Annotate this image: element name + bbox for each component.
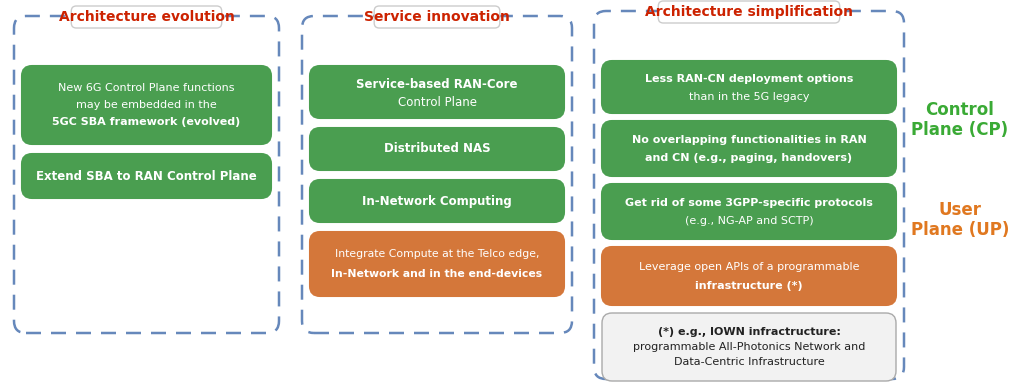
Text: (e.g., NG-AP and SCTP): (e.g., NG-AP and SCTP) <box>685 216 813 226</box>
Text: No overlapping functionalities in RAN: No overlapping functionalities in RAN <box>632 135 866 145</box>
Text: Control: Control <box>926 101 994 119</box>
Text: In-Network and in the end-devices: In-Network and in the end-devices <box>332 269 543 279</box>
Text: Get rid of some 3GPP-specific protocols: Get rid of some 3GPP-specific protocols <box>625 198 872 208</box>
Text: Service-based RAN-Core: Service-based RAN-Core <box>356 78 518 91</box>
FancyBboxPatch shape <box>310 232 564 296</box>
FancyBboxPatch shape <box>310 66 564 118</box>
Text: Data-Centric Infrastructure: Data-Centric Infrastructure <box>674 357 824 367</box>
FancyBboxPatch shape <box>310 180 564 222</box>
FancyBboxPatch shape <box>602 61 896 113</box>
Text: and CN (e.g., paging, handovers): and CN (e.g., paging, handovers) <box>645 153 853 163</box>
Text: Extend SBA to RAN Control Plane: Extend SBA to RAN Control Plane <box>36 170 257 183</box>
FancyBboxPatch shape <box>602 121 896 176</box>
FancyBboxPatch shape <box>602 313 896 381</box>
Text: In-Network Computing: In-Network Computing <box>362 194 512 208</box>
Text: Less RAN-CN deployment options: Less RAN-CN deployment options <box>645 74 853 84</box>
FancyBboxPatch shape <box>22 66 271 144</box>
Text: Plane (CP): Plane (CP) <box>911 121 1009 139</box>
Text: programmable All-Photonics Network and: programmable All-Photonics Network and <box>633 342 865 352</box>
Text: may be embedded in the: may be embedded in the <box>76 100 217 110</box>
FancyBboxPatch shape <box>658 1 840 23</box>
Text: 5GC SBA framework (evolved): 5GC SBA framework (evolved) <box>52 117 241 127</box>
Text: Integrate Compute at the Telco edge,: Integrate Compute at the Telco edge, <box>335 249 540 259</box>
FancyBboxPatch shape <box>72 6 222 28</box>
Text: User: User <box>939 201 981 219</box>
Text: Architecture evolution: Architecture evolution <box>58 10 234 24</box>
Text: infrastructure (*): infrastructure (*) <box>695 282 803 291</box>
FancyBboxPatch shape <box>310 128 564 170</box>
FancyBboxPatch shape <box>374 6 500 28</box>
Text: Leverage open APIs of a programmable: Leverage open APIs of a programmable <box>639 262 859 272</box>
Text: (*) e.g., IOWN infractructure:: (*) e.g., IOWN infractructure: <box>657 327 841 337</box>
Text: Architecture simplification: Architecture simplification <box>645 5 853 19</box>
Text: than in the 5G legacy: than in the 5G legacy <box>689 92 809 102</box>
FancyBboxPatch shape <box>602 247 896 305</box>
FancyBboxPatch shape <box>602 184 896 239</box>
Text: New 6G Control Plane functions: New 6G Control Plane functions <box>58 83 234 93</box>
Text: Control Plane: Control Plane <box>397 96 476 109</box>
FancyBboxPatch shape <box>22 154 271 198</box>
Text: Plane (UP): Plane (UP) <box>910 221 1010 239</box>
Text: Service innovation: Service innovation <box>365 10 510 24</box>
Text: Distributed NAS: Distributed NAS <box>384 142 490 156</box>
